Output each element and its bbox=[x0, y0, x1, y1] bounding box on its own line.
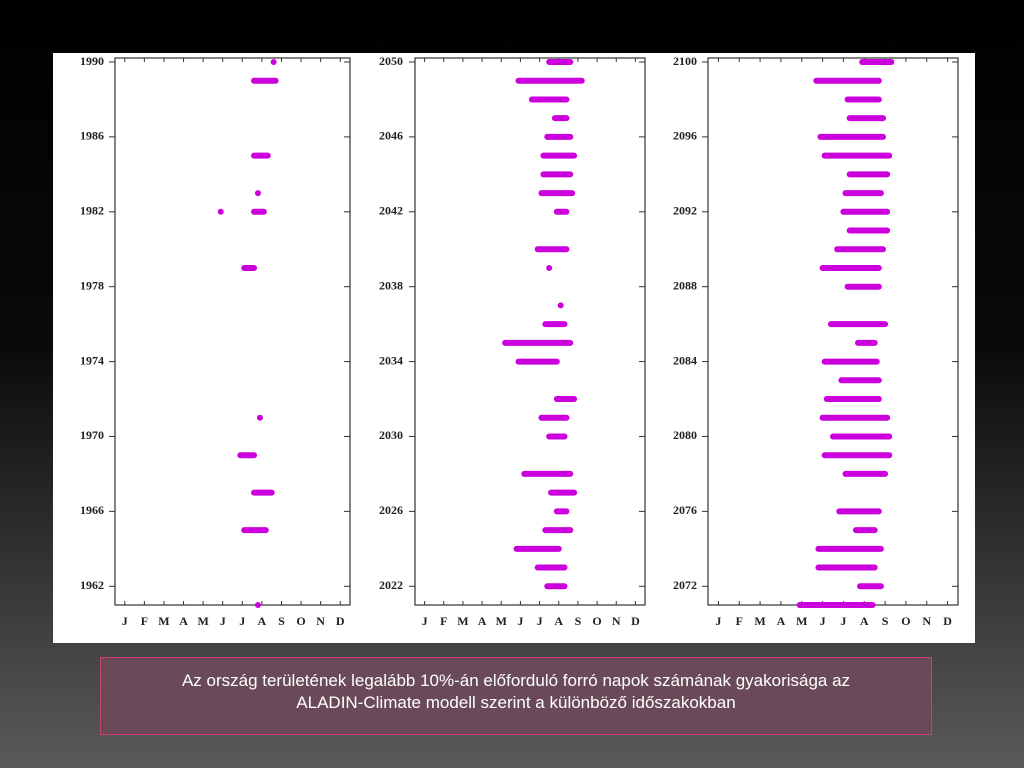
x-tick-label: O bbox=[592, 614, 601, 628]
y-tick-label: 2022 bbox=[379, 578, 403, 592]
y-tick-label: 2076 bbox=[673, 503, 697, 517]
y-tick-label: 2034 bbox=[379, 353, 403, 367]
x-tick-label: M bbox=[496, 614, 507, 628]
x-tick-label: F bbox=[141, 614, 148, 628]
y-tick-label: 1966 bbox=[80, 503, 104, 517]
x-tick-label: J bbox=[422, 614, 428, 628]
x-tick-label: J bbox=[537, 614, 543, 628]
y-tick-label: 2096 bbox=[673, 129, 697, 143]
x-tick-label: O bbox=[901, 614, 910, 628]
x-tick-label: S bbox=[278, 614, 285, 628]
x-tick-label: F bbox=[736, 614, 743, 628]
y-tick-label: 1970 bbox=[80, 428, 104, 442]
y-tick-label: 2030 bbox=[379, 428, 403, 442]
x-tick-label: M bbox=[197, 614, 208, 628]
y-tick-label: 2038 bbox=[379, 278, 403, 292]
x-tick-label: D bbox=[631, 614, 640, 628]
x-tick-label: J bbox=[239, 614, 245, 628]
x-tick-label: M bbox=[158, 614, 169, 628]
x-tick-label: M bbox=[457, 614, 468, 628]
x-tick-label: A bbox=[777, 614, 786, 628]
caption: Az ország területének legalább 10%-án el… bbox=[100, 657, 932, 735]
x-tick-label: J bbox=[715, 614, 721, 628]
x-tick-label: J bbox=[840, 614, 846, 628]
x-tick-label: A bbox=[179, 614, 188, 628]
y-tick-label: 1978 bbox=[80, 278, 104, 292]
x-tick-label: A bbox=[258, 614, 267, 628]
x-tick-label: F bbox=[440, 614, 447, 628]
x-tick-label: N bbox=[922, 614, 931, 628]
y-tick-label: 1962 bbox=[80, 578, 104, 592]
x-tick-label: M bbox=[796, 614, 807, 628]
y-tick-label: 2084 bbox=[673, 353, 697, 367]
x-tick-label: M bbox=[754, 614, 765, 628]
x-tick-label: D bbox=[336, 614, 345, 628]
y-tick-label: 2092 bbox=[673, 204, 697, 218]
x-tick-label: S bbox=[575, 614, 582, 628]
y-tick-label: 1974 bbox=[80, 353, 104, 367]
x-tick-label: O bbox=[296, 614, 305, 628]
x-tick-label: J bbox=[517, 614, 523, 628]
x-tick-label: A bbox=[860, 614, 869, 628]
x-tick-label: J bbox=[820, 614, 826, 628]
x-tick-label: D bbox=[943, 614, 952, 628]
plot-frame bbox=[414, 57, 646, 606]
y-tick-label: 2080 bbox=[673, 428, 697, 442]
y-tick-label: 1990 bbox=[80, 54, 104, 68]
y-tick-label: 2072 bbox=[673, 578, 697, 592]
x-tick-label: A bbox=[478, 614, 487, 628]
y-tick-label: 1986 bbox=[80, 129, 104, 143]
x-tick-label: J bbox=[220, 614, 226, 628]
y-tick-label: 2100 bbox=[673, 54, 697, 68]
y-tick-label: 2088 bbox=[673, 278, 697, 292]
x-tick-label: N bbox=[316, 614, 325, 628]
y-tick-label: 2042 bbox=[379, 204, 403, 218]
y-tick-label: 2050 bbox=[379, 54, 403, 68]
chart-background bbox=[53, 53, 975, 643]
y-tick-label: 1982 bbox=[80, 204, 104, 218]
plot-frame bbox=[114, 57, 351, 606]
x-tick-label: A bbox=[554, 614, 563, 628]
y-tick-label: 2046 bbox=[379, 129, 403, 143]
x-tick-label: J bbox=[122, 614, 128, 628]
y-tick-label: 2026 bbox=[379, 503, 403, 517]
x-tick-label: N bbox=[612, 614, 621, 628]
x-tick-label: S bbox=[882, 614, 889, 628]
